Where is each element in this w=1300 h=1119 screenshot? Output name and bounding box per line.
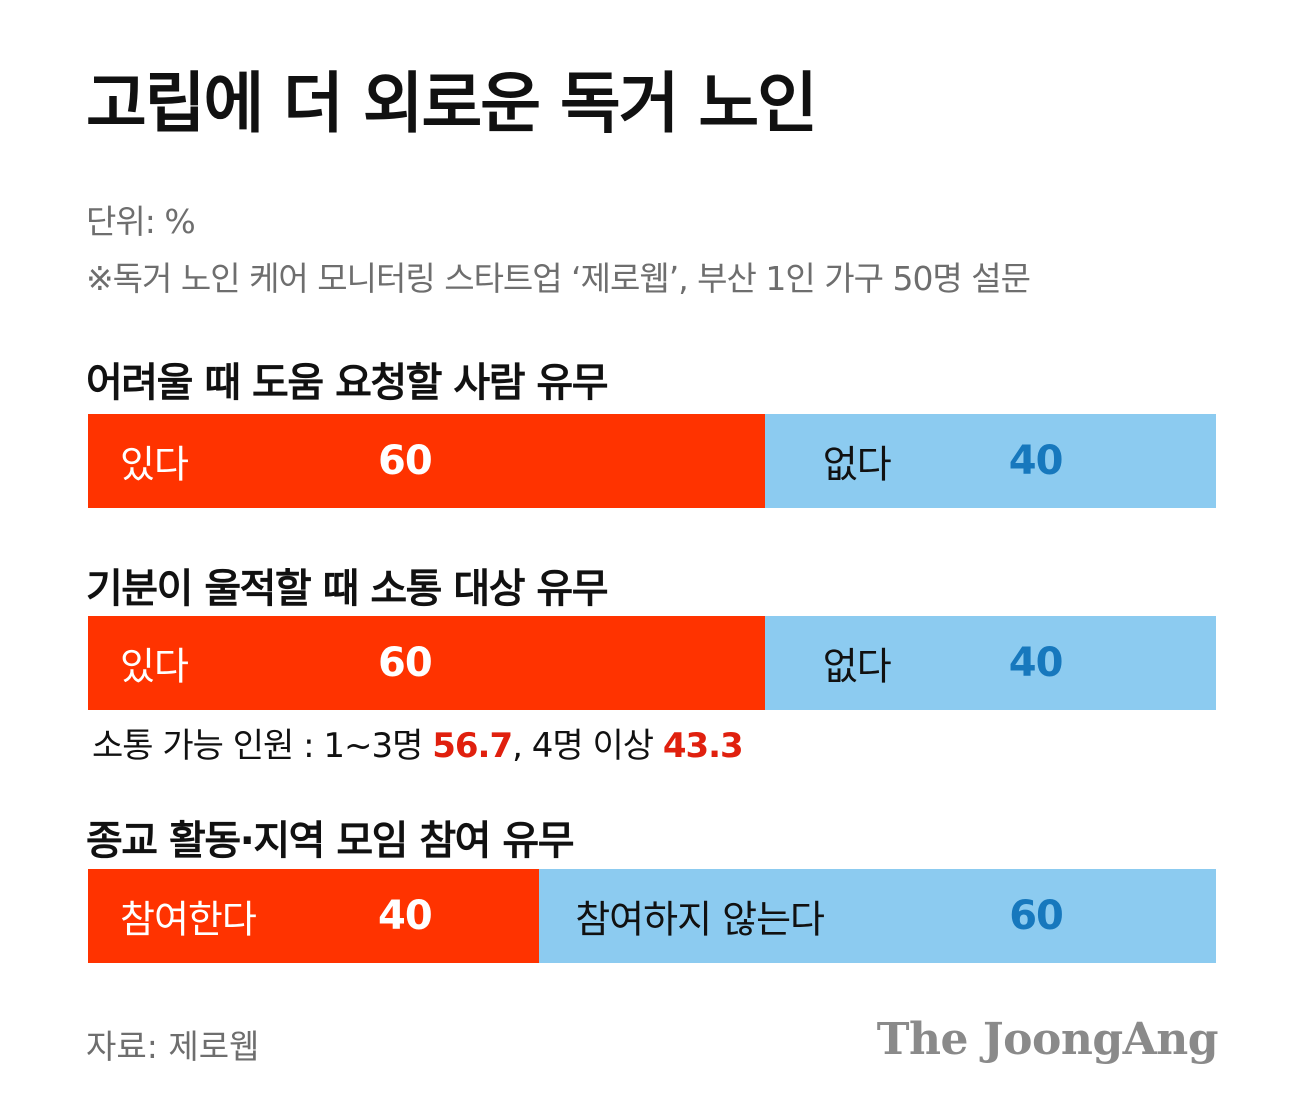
section-title-2: 기분이 울적할 때 소통 대상 유무 bbox=[86, 566, 609, 612]
bar-label-no: 없다 bbox=[822, 644, 892, 689]
note-value-1to3: 56.7 bbox=[432, 726, 513, 766]
bar-label-no: 참여하지 않는다 bbox=[575, 897, 825, 942]
stacked-bar-3: 참여한다 40 참여하지 않는다 60 bbox=[88, 869, 1216, 963]
bar-value-no: 40 bbox=[1008, 640, 1064, 686]
stacked-bar-1: 있다 60 없다 40 bbox=[88, 414, 1216, 508]
bar-value-no: 60 bbox=[1009, 893, 1064, 939]
bar-segment-yes: 있다 60 bbox=[88, 414, 765, 508]
bar-value-yes: 40 bbox=[378, 893, 433, 939]
section-title-3: 종교 활동·지역 모임 참여 유무 bbox=[86, 818, 575, 864]
bar-value-yes: 60 bbox=[378, 438, 433, 484]
bar-label-yes: 있다 bbox=[120, 644, 189, 689]
publisher-logo: The JoongAng bbox=[876, 1014, 1219, 1065]
unit-label: 단위: % bbox=[86, 202, 196, 241]
bar-value-yes: 60 bbox=[378, 640, 433, 686]
note-mid: , 4명 이상 bbox=[512, 726, 663, 766]
bar-segment-no: 없다 40 bbox=[764, 414, 1216, 508]
bar-segment-yes: 있다 60 bbox=[88, 616, 765, 710]
section-title-1: 어려울 때 도움 요청할 사람 유무 bbox=[86, 360, 609, 406]
bar-segment-yes: 참여한다 40 bbox=[88, 869, 540, 963]
bar-label-yes: 참여한다 bbox=[120, 897, 257, 942]
bar-label-yes: 있다 bbox=[120, 442, 189, 487]
survey-note: ※독거 노인 케어 모니터링 스타트업 ‘제로웹’, 부산 1인 가구 50명 … bbox=[86, 259, 1031, 298]
stacked-bar-2: 있다 60 없다 40 bbox=[88, 616, 1216, 710]
bar-segment-no: 참여하지 않는다 60 bbox=[539, 869, 1216, 963]
bar-label-no: 없다 bbox=[822, 442, 892, 487]
note-prefix: 소통 가능 인원 : 1~3명 bbox=[92, 726, 433, 766]
note-value-4plus: 43.3 bbox=[662, 726, 744, 766]
contact-count-note: 소통 가능 인원 : 1~3명 56.7, 4명 이상 43.3 bbox=[92, 718, 744, 767]
bar-value-no: 40 bbox=[1008, 438, 1064, 484]
chart-title: 고립에 더 외로운 독거 노인 bbox=[86, 65, 818, 142]
source-label: 자료: 제로웹 bbox=[86, 1027, 260, 1066]
bar-segment-no: 없다 40 bbox=[764, 616, 1216, 710]
